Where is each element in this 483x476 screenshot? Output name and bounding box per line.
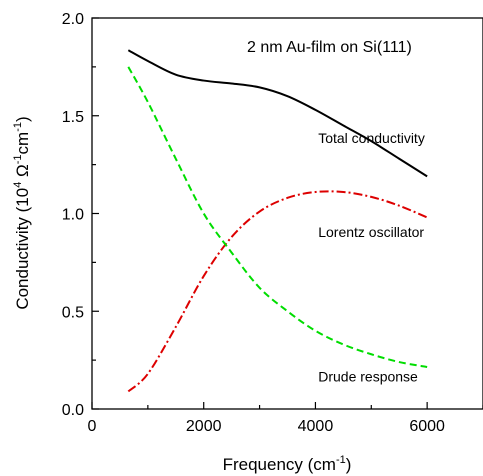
y-axis-title-sup2: -1: [12, 154, 24, 164]
plot-frame: [91, 17, 483, 410]
y-axis-title-main: Conductivity (10: [13, 188, 32, 310]
x-tick-label: 2000: [186, 418, 222, 435]
y-tick-label: 2.0: [62, 11, 84, 28]
y-axis-title-mid2: cm: [13, 132, 32, 155]
y-tick-label: 0.5: [62, 304, 84, 321]
x-tick-label: 4000: [298, 418, 334, 435]
x-tick-label: 0: [88, 418, 97, 435]
chart-title: 2 nm Au-film on Si(111): [247, 39, 412, 56]
x-axis-title-main: Frequency (cm: [223, 455, 336, 474]
x-axis-title-end: ): [346, 455, 352, 474]
series-annotation: Total conductivity: [318, 130, 425, 146]
x-axis-title: Frequency (cm-1): [223, 454, 352, 474]
series-line-3: [127, 66, 428, 368]
series-line-2: [127, 190, 428, 393]
y-axis-ticks: 0.0 0.5 1.0 1.5 2.0: [62, 11, 99, 419]
series-layer: [127, 49, 428, 393]
y-axis-title-mid: Ω: [13, 164, 32, 181]
y-axis-title: Conductivity (104 Ω-1cm-1): [12, 116, 32, 309]
series-annotation: Lorentz oscillator: [318, 224, 424, 240]
x-axis-ticks: 0 2000 4000 6000: [88, 402, 483, 435]
y-tick-label: 1.0: [62, 207, 84, 224]
y-axis-title-sup1: 4: [12, 182, 24, 188]
series-line-1: [127, 49, 428, 178]
y-tick-label: 1.5: [62, 109, 84, 126]
y-axis-title-end: ): [13, 116, 32, 122]
x-axis-title-sup: -1: [336, 454, 346, 466]
y-tick-label: 0.0: [62, 402, 84, 419]
annotations: Total conductivity Lorentz oscillator Drud…: [318, 130, 425, 385]
x-tick-label: 6000: [409, 418, 445, 435]
series-annotation: Drude response: [318, 369, 418, 385]
y-axis-title-sup3: -1: [12, 122, 24, 132]
